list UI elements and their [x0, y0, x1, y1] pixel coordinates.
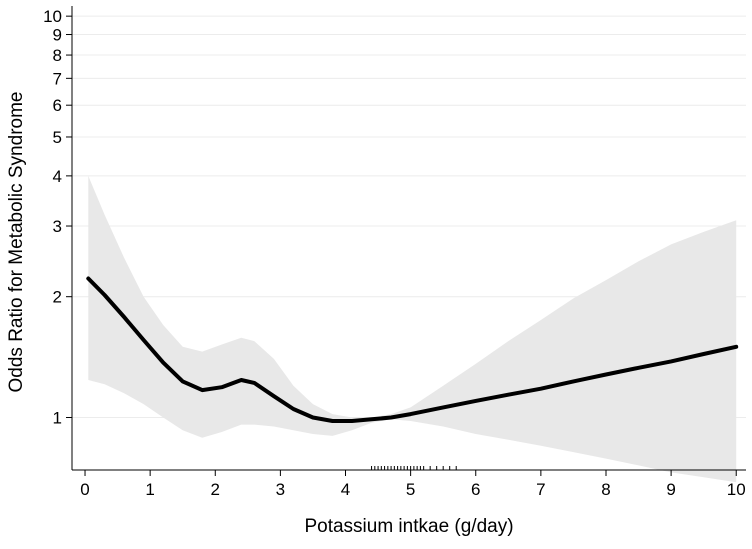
x-axis-title: Potassium intkae (g/day)	[304, 516, 513, 537]
gridlines	[72, 15, 746, 419]
y-tick-label-10: 10	[43, 7, 62, 26]
x-tick-label-2: 2	[211, 480, 220, 499]
axes	[71, 6, 746, 471]
y-tick-label-7: 7	[53, 69, 62, 88]
x-tick-label-4: 4	[341, 480, 350, 499]
y-tick-label-6: 6	[53, 96, 62, 115]
x-tick-label-9: 9	[666, 480, 675, 499]
y-tick-label-2: 2	[53, 288, 62, 307]
confidence-band	[88, 175, 737, 483]
y-tick-label-3: 3	[53, 217, 62, 236]
x-tick-label-1: 1	[145, 480, 154, 499]
y-tick-label-8: 8	[53, 46, 62, 65]
confidence-band-layer	[88, 175, 737, 483]
x-axis-ticks: 0 1 2 3 4 5 6 7 8 9 10	[80, 470, 746, 499]
x-tick-label-8: 8	[601, 480, 610, 499]
series-line-0	[86, 276, 739, 423]
x-tick-label-10: 10	[727, 480, 746, 499]
x-tick-label-0: 0	[80, 480, 89, 499]
y-tick-label-4: 4	[53, 167, 62, 186]
x-tick-label-6: 6	[471, 480, 480, 499]
series-line-layer	[86, 276, 739, 423]
x-tick-label-7: 7	[536, 480, 545, 499]
y-tick-label-9: 9	[53, 26, 62, 45]
x-tick-label-3: 3	[276, 480, 285, 499]
x-tick-label-5: 5	[406, 480, 415, 499]
y-axis-title: Odds Ratio for Metabolic Syndrome	[6, 92, 27, 393]
y-tick-label-5: 5	[53, 128, 62, 147]
y-tick-label-1: 1	[53, 409, 62, 428]
rug-plot	[371, 466, 457, 470]
